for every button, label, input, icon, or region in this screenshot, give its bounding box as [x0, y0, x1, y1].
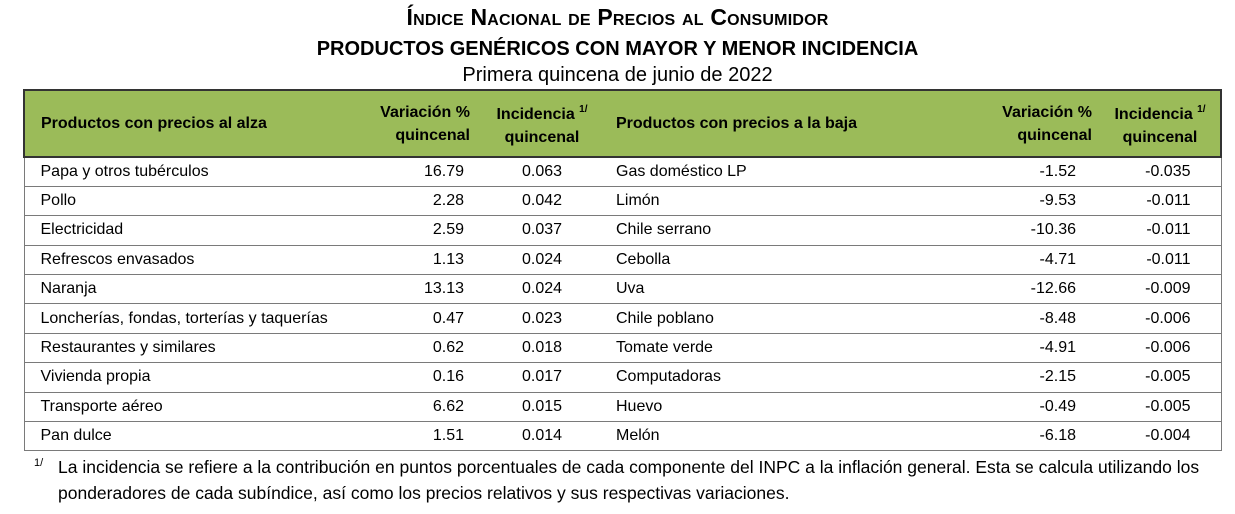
cell-up-incidence: 0.024 — [478, 274, 606, 305]
cell-up-product: Refrescos envasados — [23, 245, 374, 276]
cell-down-product: Huevo — [606, 392, 980, 423]
incidence-table: Productos con precios al alza Variación … — [23, 89, 1222, 452]
cell-up-variation: 13.13 — [374, 274, 478, 305]
table-row: Transporte aéreo 6.62 0.015 Huevo -0.49 -0.00… — [23, 392, 1222, 423]
cell-down-incidence: -0.006 — [1100, 303, 1222, 334]
footnote-text: La incidencia se refiere a la contribuci… — [58, 457, 1200, 503]
cell-up-incidence: 0.037 — [478, 215, 606, 246]
cell-down-product: Uva — [606, 274, 980, 305]
cell-up-incidence: 0.063 — [478, 157, 606, 187]
table-row: Naranja 13.13 0.024 Uva -12.66 -0.009 — [23, 274, 1222, 305]
cell-up-product: Pollo — [23, 186, 374, 217]
cell-down-product: Limón — [606, 186, 980, 217]
cell-up-product: Restaurantes y similares — [23, 333, 374, 364]
table-row: Loncherías, fondas, torterías y taquería… — [23, 303, 1222, 334]
cell-up-product: Naranja — [23, 274, 374, 305]
cell-up-variation: 2.28 — [374, 186, 478, 217]
cell-down-product: Computadoras — [606, 362, 980, 393]
cell-up-incidence: 0.017 — [478, 362, 606, 393]
cell-up-variation: 0.62 — [374, 333, 478, 364]
col-header-up-incidence: Incidencia 1/ quincenal — [478, 89, 606, 158]
cell-down-variation: -4.71 — [980, 245, 1100, 276]
cell-down-product: Tomate verde — [606, 333, 980, 364]
cell-down-product: Chile poblano — [606, 303, 980, 334]
cell-down-incidence: -0.009 — [1100, 274, 1222, 305]
cell-down-incidence: -0.035 — [1100, 157, 1222, 187]
cell-down-product: Chile serrano — [606, 215, 980, 246]
cell-up-product: Pan dulce — [23, 421, 374, 452]
cell-down-incidence: -0.004 — [1100, 421, 1222, 452]
cell-up-variation: 1.13 — [374, 245, 478, 276]
cell-down-incidence: -0.005 — [1100, 362, 1222, 393]
cell-up-variation: 16.79 — [374, 157, 478, 187]
cell-up-variation: 0.16 — [374, 362, 478, 393]
report-title: Índice Nacional de Precios al Consumidor — [406, 4, 829, 30]
cell-up-product: Electricidad — [23, 215, 374, 246]
cell-down-product: Melón — [606, 421, 980, 452]
table-row: Restaurantes y similares 0.62 0.018 Tomate … — [23, 333, 1222, 364]
cell-down-incidence: -0.011 — [1100, 215, 1222, 246]
table-row: Pollo 2.28 0.042 Limón -9.53 -0.011 — [23, 186, 1222, 217]
cell-down-incidence: -0.011 — [1100, 245, 1222, 276]
cell-down-variation: -10.36 — [980, 215, 1100, 246]
table-row: Refrescos envasados 1.13 0.024 Cebolla -4.71… — [23, 245, 1222, 276]
footnote-ref: 1/ — [579, 104, 588, 115]
cell-down-variation: -0.49 — [980, 392, 1100, 423]
cell-down-incidence: -0.005 — [1100, 392, 1222, 423]
table-header-row: Productos con precios al alza Variación … — [23, 89, 1222, 158]
cell-up-product: Vivienda propia — [23, 362, 374, 393]
cell-up-incidence: 0.015 — [478, 392, 606, 423]
cell-down-incidence: -0.011 — [1100, 186, 1222, 217]
table-row: Vivienda propia 0.16 0.017 Computadoras -2.1… — [23, 362, 1222, 393]
cell-up-variation: 2.59 — [374, 215, 478, 246]
footnote-ref: 1/ — [1197, 104, 1206, 115]
table-row: Electricidad 2.59 0.037 Chile serrano -10.36… — [23, 215, 1222, 246]
cell-down-product: Gas doméstico LP — [606, 157, 980, 187]
cell-up-product: Loncherías, fondas, torterías y taquería… — [23, 303, 374, 334]
cell-down-variation: -1.52 — [980, 157, 1100, 187]
report-subtitle: PRODUCTOS GENÉRICOS CON MAYOR Y MENOR IN… — [316, 38, 919, 60]
col-header-down-variation: Variación % quincenal — [980, 89, 1100, 158]
col-header-up-products: Productos con precios al alza — [23, 89, 374, 158]
cell-down-variation: -8.48 — [980, 303, 1100, 334]
cell-down-variation: -9.53 — [980, 186, 1100, 217]
cell-up-variation: 0.47 — [374, 303, 478, 334]
cell-down-product: Cebolla — [606, 245, 980, 276]
col-header-down-incidence: Incidencia 1/ quincenal — [1100, 89, 1222, 158]
cell-up-variation: 1.51 — [374, 421, 478, 452]
cell-up-product: Transporte aéreo — [23, 392, 374, 423]
table-row: Pan dulce 1.51 0.014 Melón -6.18 -0.004 — [23, 421, 1222, 452]
col-header-up-variation: Variación % quincenal — [374, 89, 478, 158]
cell-down-variation: -4.91 — [980, 333, 1100, 364]
cell-down-variation: -6.18 — [980, 421, 1100, 452]
cell-up-incidence: 0.023 — [478, 303, 606, 334]
cell-up-variation: 6.62 — [374, 392, 478, 423]
col-header-down-products: Productos con precios a la baja — [606, 89, 980, 158]
cell-up-incidence: 0.014 — [478, 421, 606, 452]
table-row: Papa y otros tubérculos 16.79 0.063 Gas dom… — [23, 157, 1222, 187]
cell-up-incidence: 0.024 — [478, 245, 606, 276]
cell-up-incidence: 0.018 — [478, 333, 606, 364]
cell-down-incidence: -0.006 — [1100, 333, 1222, 364]
table-body: Papa y otros tubérculos 16.79 0.063 Gas dom… — [23, 157, 1222, 452]
cell-down-variation: -2.15 — [980, 362, 1100, 393]
cell-up-product: Papa y otros tubérculos — [23, 157, 374, 187]
report-period: Primera quincena de junio de 2022 — [462, 64, 773, 86]
cell-up-incidence: 0.042 — [478, 186, 606, 217]
footnote-mark: 1/ — [34, 457, 44, 469]
cell-down-variation: -12.66 — [980, 274, 1100, 305]
